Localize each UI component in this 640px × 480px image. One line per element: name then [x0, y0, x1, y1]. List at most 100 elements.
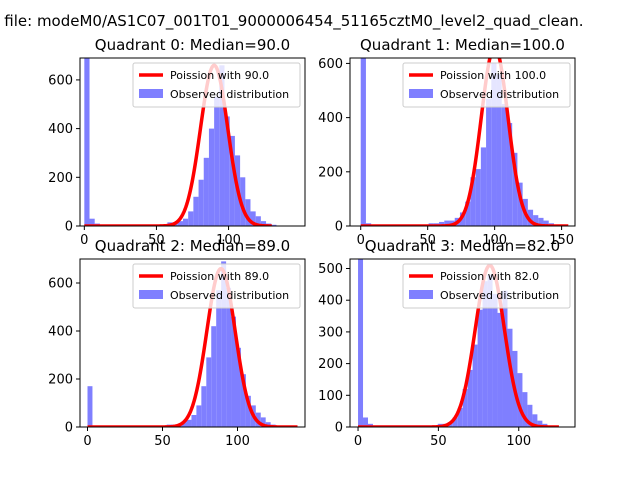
histogram-bar	[201, 386, 207, 427]
x-tick-label: 100	[216, 233, 241, 248]
histogram-bar	[517, 182, 523, 226]
y-tick-label: 400	[48, 325, 73, 340]
subplot-title: Quadrant 2: Median=89.0	[95, 237, 290, 255]
histogram-bar	[527, 209, 534, 226]
histogram-bar	[482, 281, 488, 427]
legend-label-poisson: Poission with 82.0	[440, 270, 539, 283]
histogram-bar	[532, 414, 538, 427]
histogram-bar	[226, 287, 232, 427]
legend: Poission with 82.0 Observed distribution	[402, 263, 571, 309]
histogram-bar	[360, 58, 366, 226]
x-tick-label: 100	[482, 233, 507, 248]
x-tick-label: 0	[80, 233, 88, 248]
subplot-title: Quadrant 3: Median=82.0	[365, 237, 560, 255]
y-tick-label: 200	[48, 171, 73, 186]
y-tick-label: 200	[48, 373, 73, 388]
histogram-bar	[206, 357, 212, 427]
histogram-bar	[472, 344, 478, 427]
legend-bar-swatch	[139, 290, 163, 299]
histogram-bar	[236, 347, 241, 427]
histogram-bar	[487, 274, 493, 427]
x-tick-label: 100	[506, 434, 531, 449]
histogram-bar	[501, 104, 507, 226]
histogram-bar	[497, 312, 503, 427]
axes-frame	[349, 258, 576, 428]
x-tick-label: 0	[354, 434, 362, 449]
histogram-bar	[89, 218, 95, 226]
legend-bar-swatch	[139, 89, 163, 98]
histogram-bar	[363, 417, 368, 427]
y-tick-label: 400	[48, 122, 73, 137]
legend: Poission with 89.0 Observed distribution	[132, 263, 301, 309]
histogram-bar	[240, 374, 246, 427]
histogram-bar	[522, 392, 528, 427]
legend-box	[132, 62, 301, 108]
x-tick-label: 50	[154, 434, 171, 449]
histogram-bar	[245, 199, 251, 226]
histogram-bar	[255, 216, 261, 226]
histogram-bar	[543, 220, 549, 226]
histogram-bar	[224, 116, 230, 226]
histogram-bar	[211, 326, 217, 427]
x-tick-label: 0	[83, 434, 91, 449]
legend-label-poisson: Poission with 89.0	[170, 270, 269, 283]
legend-box	[402, 263, 571, 309]
histogram-bar	[191, 415, 197, 427]
histogram-bar	[240, 177, 246, 226]
histogram-bar	[506, 123, 513, 226]
histogram-bar	[186, 419, 192, 427]
y-tick-label: 200	[318, 165, 343, 180]
histogram-bar	[182, 218, 189, 226]
poisson-curve	[359, 58, 570, 226]
legend-label-observed: Observed distribution	[170, 88, 289, 101]
histogram-bar	[216, 290, 222, 427]
histogram-bar	[358, 259, 364, 427]
legend-label-poisson: Poission with 100.0	[440, 69, 546, 82]
histogram-bar	[250, 211, 256, 226]
y-tick-label: 600	[318, 57, 343, 72]
x-tick-label: 50	[148, 233, 165, 248]
legend-label-observed: Observed distribution	[170, 289, 289, 302]
legend-label-poisson: Poission with 90.0	[170, 69, 269, 82]
y-tick-label: 0	[335, 421, 343, 436]
histogram-bar	[181, 422, 187, 427]
histogram-bar	[219, 65, 225, 226]
histogram-bar	[470, 177, 476, 226]
histogram-bar	[229, 135, 235, 226]
y-tick-label: 0	[65, 421, 73, 436]
histogram-bar	[496, 74, 502, 226]
histogram-bar	[492, 293, 498, 427]
x-tick-label: 150	[549, 233, 574, 248]
plot-area	[83, 58, 277, 226]
histogram-bar	[465, 201, 471, 226]
x-tick-label: 0	[357, 233, 365, 248]
legend-bar-swatch	[409, 89, 433, 98]
x-tick-label: 100	[225, 434, 250, 449]
histogram-bar	[208, 128, 215, 226]
histogram-bar	[452, 417, 458, 427]
histogram-bar	[491, 63, 497, 226]
histogram-bar	[188, 211, 194, 226]
plot-area	[359, 58, 570, 226]
subplot-title: Quadrant 1: Median=100.0	[360, 36, 565, 54]
y-tick-label: 400	[318, 111, 343, 126]
histogram-bar	[517, 373, 523, 427]
subplot-quadrant-1: 0 50 100 150 0 200 400 600 Quadrant 1: Median=10…	[318, 36, 576, 248]
histogram-bar	[480, 147, 487, 226]
histogram-bar	[462, 388, 468, 427]
histogram-bar	[444, 220, 450, 226]
legend-bar-swatch	[409, 290, 433, 299]
histogram-bar	[198, 179, 204, 226]
histogram-bar	[475, 169, 481, 226]
histogram-bar	[502, 290, 508, 427]
axes-frame	[349, 57, 576, 227]
histogram-bar	[486, 98, 492, 226]
histogram-bar	[467, 369, 473, 427]
legend: Poission with 100.0 Observed distribution	[402, 62, 571, 108]
histogram-bar	[477, 309, 483, 427]
plot-area	[86, 261, 299, 427]
histogram-bar	[533, 215, 539, 226]
y-tick-label: 200	[318, 357, 343, 372]
histogram-bar	[265, 422, 271, 427]
subplot-quadrant-3: 0 50 100 0 100 200 300 400 500 Quadrant 3: Median…	[318, 237, 576, 449]
